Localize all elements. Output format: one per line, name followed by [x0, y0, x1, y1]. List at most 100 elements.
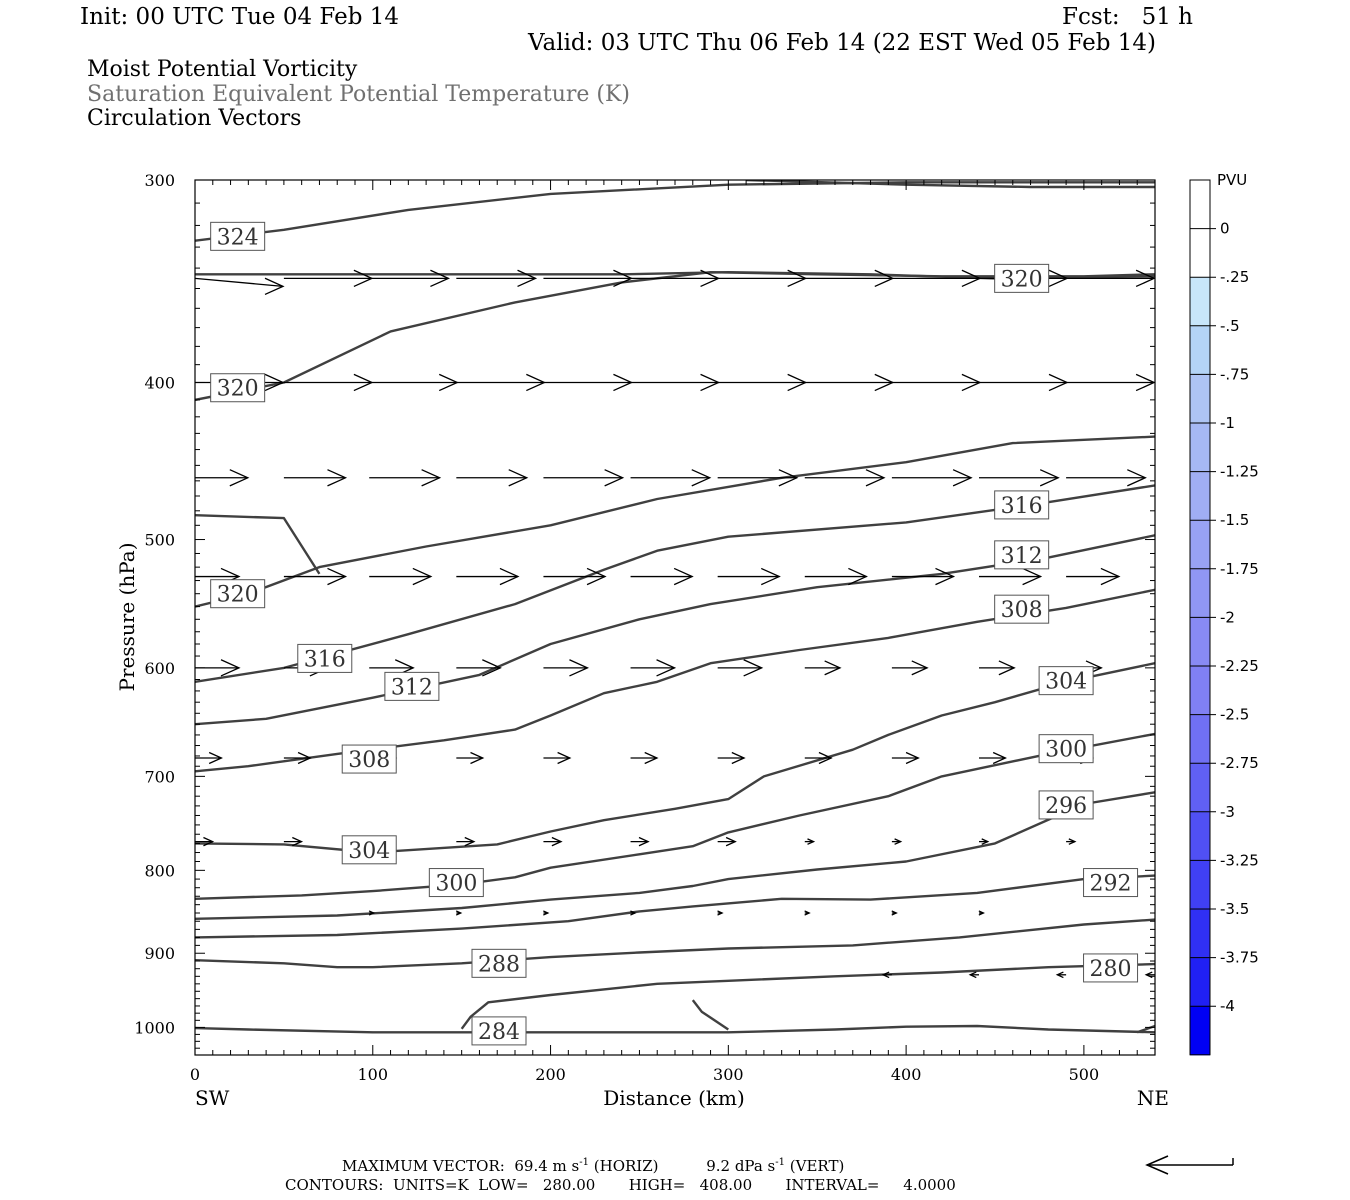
theta-es-contour: [195, 181, 1155, 242]
y-tick-label: 700: [144, 767, 175, 786]
vector-arrowhead: [421, 469, 442, 487]
x-left-end-label: SW: [195, 1086, 230, 1110]
vector-arrowhead: [865, 469, 886, 487]
theta-es-contour: [195, 918, 1155, 969]
y-tick-label: 400: [144, 373, 175, 392]
contour-label-box: [1038, 666, 1094, 696]
vector-arrowhead: [464, 836, 476, 847]
vector-arrowhead: [412, 567, 433, 586]
colorbar-label: -2.75: [1220, 754, 1259, 772]
vector-arrowhead: [1127, 469, 1147, 487]
contour-label: 320: [217, 377, 259, 402]
colorbar-label: -1.75: [1220, 560, 1259, 578]
y-axis-label: Pressure (hPa): [115, 543, 139, 692]
vector-arrowhead: [905, 751, 920, 765]
contour-label-box: [1038, 790, 1094, 820]
axes: 0 100 200 300 400 500 300 400 500 600 700 800 900 100…: [134, 171, 1155, 1084]
colorbar-label: -2.5: [1220, 706, 1249, 724]
contour-label: 296: [1045, 794, 1087, 819]
colorbar-label: -3.75: [1220, 949, 1259, 967]
vector-arrowhead: [935, 567, 956, 586]
vector-arrowhead: [807, 838, 816, 845]
colorbar-label: -.5: [1220, 317, 1240, 335]
vector-arrowhead: [220, 659, 241, 677]
colorbar-unit: PVU: [1217, 171, 1247, 189]
vector-arrowhead: [691, 469, 712, 487]
forecast-hour: Fcst: 51 h: [1062, 4, 1193, 30]
contour-label: 320: [217, 583, 259, 608]
colorbar-label: -2.25: [1220, 657, 1259, 675]
y-tick-label: 600: [144, 659, 175, 678]
colorbar-label: 0: [1220, 220, 1230, 238]
contour-label-box: [994, 540, 1050, 570]
contour-label-box: [210, 579, 266, 609]
vector-arrowhead: [470, 751, 485, 765]
vector-arrowhead: [1055, 971, 1064, 979]
colorbar-segment: [1190, 909, 1210, 959]
vector-arrowhead: [208, 751, 223, 765]
colorbar-label: -3.25: [1220, 851, 1259, 869]
theta-es-contour: [195, 732, 1155, 900]
colorbar-label: -1.5: [1220, 511, 1249, 529]
vector-arrowhead: [656, 659, 677, 677]
vector-arrowhead: [203, 836, 215, 847]
theta-es-contour: [195, 271, 1155, 280]
contour-label: 300: [435, 872, 477, 897]
vector-arrowhead: [891, 910, 898, 916]
theta-es-contour: [195, 791, 1155, 920]
vector-arrowhead: [992, 751, 1007, 765]
contour-label: 320: [1001, 267, 1043, 292]
colorbar-segment: [1190, 860, 1210, 910]
theta-es-contour: [195, 1024, 1155, 1034]
title-theta-es: Saturation Equivalent Potential Temperat…: [87, 82, 630, 107]
contour-label-box: [1083, 953, 1139, 983]
colorbar-segment: [1190, 1006, 1210, 1056]
footer-contours: CONTOURS: UNITS=K LOW= 280.00 HIGH= 408.…: [285, 1176, 956, 1194]
theta-es-contour: [460, 962, 1155, 1030]
footer-max-vector: MAXIMUM VECTOR: 69.4 m s-1 (HORIZ) 9.2 d…: [342, 1157, 845, 1175]
x-tick-label: 0: [190, 1065, 200, 1084]
vector-arrowhead: [297, 751, 312, 765]
contour-label-box: [471, 948, 527, 978]
y-tick-label: 900: [144, 944, 175, 963]
contour-label: 288: [478, 952, 520, 977]
init-time: Init: 00 UTC Tue 04 Feb 14: [80, 4, 400, 30]
vector-arrowhead: [264, 277, 285, 296]
title-mpv: Moist Potential Vorticity: [87, 57, 358, 82]
y-tick-label: 1000: [134, 1018, 175, 1037]
vector-arrowhead: [1039, 469, 1060, 487]
vector-arrowhead: [1100, 567, 1121, 586]
theta-es-contour: [195, 514, 321, 575]
colorbar-label: -.25: [1220, 268, 1249, 286]
vector-arrowhead: [673, 567, 694, 586]
vector-arrowhead: [717, 910, 724, 916]
vector-arrowhead: [725, 836, 737, 847]
vector-arrowhead: [482, 659, 502, 677]
colorbar-segment: [1190, 228, 1210, 278]
vector-arrowhead: [292, 836, 304, 847]
vector-arrowhead: [455, 910, 463, 916]
contour-label-box: [384, 671, 440, 701]
contour-label: 324: [217, 225, 259, 250]
vector-arrowhead: [557, 751, 572, 765]
vector-arrowhead: [804, 910, 811, 916]
vector-arrowhead: [968, 971, 977, 979]
colorbar-label: -3.5: [1220, 900, 1249, 918]
contour-label: 312: [391, 675, 433, 700]
vector-arrowhead: [551, 836, 563, 847]
vector-arrowhead: [998, 660, 1016, 676]
contour-label: 308: [348, 748, 390, 773]
theta-es-contour: [746, 180, 1155, 189]
vector-arrowhead: [1022, 567, 1043, 586]
vector-arrowhead: [743, 659, 764, 677]
circulation-vectors: [195, 269, 1155, 979]
vector-arrowhead: [1135, 269, 1155, 288]
contour-label-box: [994, 594, 1050, 624]
contour-label-box: [994, 263, 1050, 293]
colorbar: 0 -.25 -.5 -.75 -1 -1.25 -1.5 -1.75 -2 -2.25 -2.5 -…: [1189, 179, 1259, 1056]
vector-arrowhead: [731, 751, 746, 765]
vector-arrowhead: [644, 751, 659, 765]
vector-arrowhead: [894, 838, 903, 845]
colorbar-segment: [1190, 617, 1210, 667]
